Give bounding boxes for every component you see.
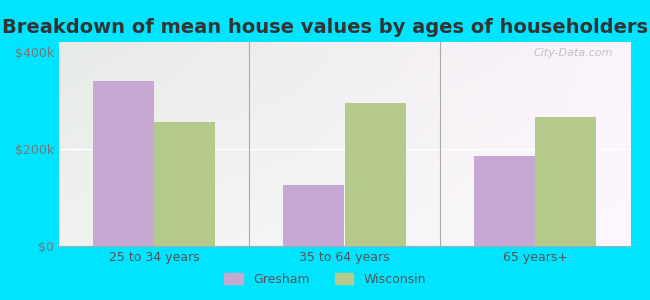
Bar xyxy=(474,156,535,246)
Bar xyxy=(154,122,215,246)
Bar xyxy=(344,103,406,246)
Bar xyxy=(283,185,344,246)
Bar xyxy=(93,81,154,246)
Text: Breakdown of mean house values by ages of householders: Breakdown of mean house values by ages o… xyxy=(2,18,648,37)
Bar xyxy=(535,117,596,246)
Text: City-Data.com: City-Data.com xyxy=(534,48,614,58)
Legend: Gresham, Wisconsin: Gresham, Wisconsin xyxy=(219,268,431,291)
